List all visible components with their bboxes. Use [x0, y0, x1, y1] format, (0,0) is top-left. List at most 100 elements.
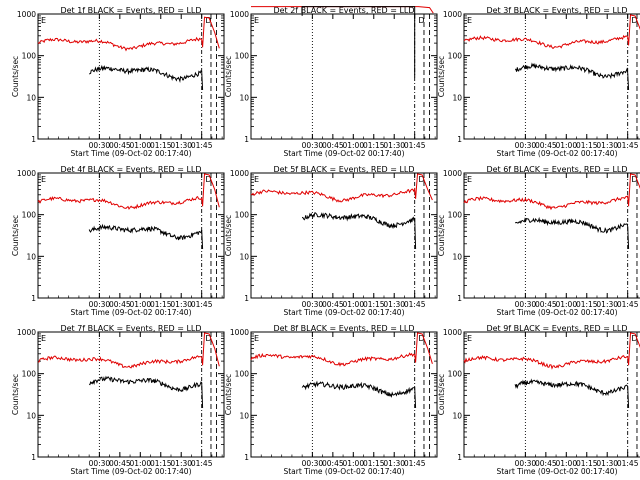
- x-tick-label: 01:45: [404, 300, 426, 309]
- x-tick-label: 01:30: [170, 141, 192, 150]
- panel-9: Det 9f BLACK = Events, RED = LLD 1 10 100 10…: [437, 324, 640, 476]
- y-tick-label: 1: [457, 294, 462, 303]
- corner-label: E: [467, 175, 472, 184]
- panel-1: Det 1f BLACK = Events, RED = LLD 1 10 100 10…: [11, 6, 225, 158]
- panel-title: Det 3f BLACK = Events, RED = LLD: [486, 6, 627, 15]
- y-tick-label: 100: [22, 370, 37, 379]
- lld-series-line: [463, 14, 640, 50]
- x-tick-label: 00:45: [535, 300, 557, 309]
- y-tick-label: 10: [239, 93, 249, 102]
- y-tick-label: 100: [448, 370, 463, 379]
- x-axis-label: Start Time (09-Oct-02 00:17:40): [496, 149, 617, 158]
- y-tick-label: 1000: [230, 169, 249, 178]
- x-tick-label: 01:30: [170, 459, 192, 468]
- y-axis-label: Counts/sec: [224, 215, 233, 256]
- y-axis-label: Counts/sec: [11, 56, 20, 97]
- x-tick-label: 00:30: [89, 141, 111, 150]
- x-tick-label: 01:45: [191, 141, 213, 150]
- plot-frame: [250, 331, 438, 458]
- x-tick-label: 00:30: [515, 300, 537, 309]
- corner-label: E: [254, 16, 259, 25]
- lld-series-line: [37, 173, 220, 210]
- events-series-line: [301, 6, 416, 78]
- x-tick-label: 01:15: [363, 300, 385, 309]
- corner-label: D: [205, 175, 211, 184]
- x-tick-label: 01:15: [363, 141, 385, 150]
- events-series-line: [514, 378, 630, 409]
- x-tick-label: 00:45: [322, 459, 344, 468]
- y-tick-label: 1000: [17, 169, 36, 178]
- x-axis-label: Start Time (09-Oct-02 00:17:40): [283, 308, 404, 317]
- plot-frame: [37, 13, 225, 140]
- x-tick-label: 01:15: [150, 300, 172, 309]
- lld-series-line: [463, 332, 640, 370]
- x-tick-label: 01:00: [342, 141, 364, 150]
- corner-label: E: [41, 334, 46, 343]
- plot-frame: [463, 331, 640, 458]
- panel-3: Det 3f BLACK = Events, RED = LLD 1 10 100 10…: [437, 6, 640, 158]
- x-tick-label: 01:15: [150, 141, 172, 150]
- events-series-line: [515, 216, 630, 250]
- corner-label: D: [418, 334, 424, 343]
- y-axis-label: Counts/sec: [437, 215, 446, 256]
- corner-label: D: [631, 175, 637, 184]
- corner-label: D: [205, 334, 211, 343]
- x-tick-label: 01:45: [404, 141, 426, 150]
- y-tick-label: 1: [31, 135, 36, 144]
- y-tick-label: 10: [26, 252, 36, 261]
- y-tick-label: 1000: [443, 169, 462, 178]
- x-tick-label: 01:00: [555, 141, 577, 150]
- panel-7: Det 7f BLACK = Events, RED = LLD 1 10 100 10…: [11, 324, 225, 476]
- y-tick-label: 10: [26, 411, 36, 420]
- x-tick-label: 01:00: [555, 300, 577, 309]
- x-axis-label: Start Time (09-Oct-02 00:17:40): [70, 467, 191, 476]
- panel-8: Det 8f BLACK = Events, RED = LLD 1 10 100 10…: [224, 324, 438, 476]
- plot-frame: [463, 172, 640, 299]
- corner-label: E: [41, 175, 46, 184]
- y-tick-label: 1: [244, 135, 249, 144]
- x-tick-label: 01:15: [363, 459, 385, 468]
- plot-frame: [250, 172, 438, 299]
- y-tick-label: 10: [239, 411, 249, 420]
- x-tick-label: 01:30: [383, 300, 405, 309]
- y-tick-label: 1000: [17, 328, 36, 337]
- y-tick-label: 1000: [443, 10, 462, 19]
- x-tick-label: 01:30: [383, 459, 405, 468]
- x-tick-label: 01:00: [342, 459, 364, 468]
- y-tick-label: 10: [452, 93, 462, 102]
- y-tick-label: 1000: [443, 328, 462, 337]
- corner-label: D: [631, 16, 637, 25]
- x-tick-label: 01:45: [617, 141, 639, 150]
- x-tick-label: 01:30: [596, 459, 618, 468]
- x-tick-label: 00:30: [515, 141, 537, 150]
- panel-title: Det 1f BLACK = Events, RED = LLD: [60, 6, 201, 15]
- x-tick-label: 00:45: [535, 141, 557, 150]
- corner-label: E: [254, 175, 259, 184]
- y-tick-label: 100: [448, 52, 463, 61]
- y-tick-label: 1: [457, 135, 462, 144]
- x-tick-label: 00:30: [515, 459, 537, 468]
- corner-label: D: [631, 334, 637, 343]
- x-axis-label: Start Time (09-Oct-02 00:17:40): [496, 467, 617, 476]
- lld-series-line: [250, 173, 433, 203]
- y-tick-label: 100: [22, 52, 37, 61]
- x-tick-label: 01:45: [191, 459, 213, 468]
- x-tick-label: 01:15: [150, 459, 172, 468]
- panel-6: Det 6f BLACK = Events, RED = LLD 1 10 100 10…: [437, 165, 640, 317]
- x-tick-label: 01:30: [596, 300, 618, 309]
- y-axis-label: Counts/sec: [11, 374, 20, 415]
- corner-label: E: [467, 16, 472, 25]
- x-tick-label: 01:00: [129, 141, 151, 150]
- lld-series-line: [463, 173, 640, 211]
- y-tick-label: 100: [235, 211, 250, 220]
- x-tick-label: 01:15: [576, 300, 598, 309]
- plot-frame: [250, 13, 438, 140]
- y-tick-label: 1: [244, 453, 249, 462]
- panel-title: Det 5f BLACK = Events, RED = LLD: [273, 165, 414, 174]
- y-tick-label: 1000: [230, 328, 249, 337]
- x-tick-label: 01:30: [383, 141, 405, 150]
- x-tick-label: 00:45: [322, 300, 344, 309]
- corner-label: E: [467, 334, 472, 343]
- y-tick-label: 10: [26, 93, 36, 102]
- y-axis-label: Counts/sec: [437, 56, 446, 97]
